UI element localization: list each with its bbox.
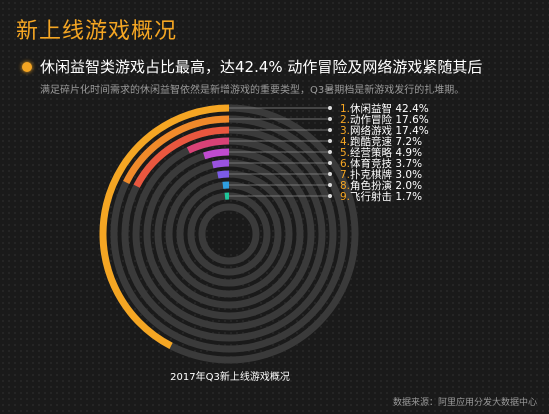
leader-dot-4 xyxy=(328,139,332,143)
legend-item-2: 2.动作冒险 17.6% xyxy=(340,113,429,126)
legend-name: 休闲益智 xyxy=(350,102,395,115)
ring-track xyxy=(165,170,293,298)
leader-dot-9 xyxy=(328,194,332,198)
bar-5 xyxy=(203,148,230,160)
legend-value: 3.7% xyxy=(395,158,422,170)
legend-index: 9. xyxy=(340,191,350,203)
chart-bars xyxy=(99,104,230,350)
legend-name: 角色扮演 xyxy=(350,179,395,192)
chart-leader-lines xyxy=(229,106,332,198)
legend-name: 体育竞技 xyxy=(350,157,395,170)
ring-track xyxy=(132,137,326,331)
legend-name: 扑克棋牌 xyxy=(350,168,395,181)
legend-name: 跑酷竞速 xyxy=(350,135,395,148)
legend-value: 3.0% xyxy=(395,169,422,181)
page-title: 新上线游戏概况 xyxy=(16,19,178,44)
legend-value: 7.2% xyxy=(395,136,422,148)
legend-item-8: 8.角色扮演 2.0% xyxy=(340,179,422,192)
headline: 休闲益智类游戏占比最高，达42.4% 动作冒险及网络游戏紧随其后 xyxy=(40,58,483,76)
legend-item-6: 6.体育竞技 3.7% xyxy=(340,157,422,170)
legend-value: 2.0% xyxy=(395,180,422,192)
legend-item-3: 3.网络游戏 17.4% xyxy=(340,124,429,137)
subheadline: 满足碎片化时间需求的休闲益智依然是新增游戏的重要类型，Q3暑期档是新游戏发行的扎… xyxy=(40,85,465,96)
legend-index: 8. xyxy=(340,180,350,192)
legend-item-5: 5.经营策略 4.9% xyxy=(340,146,422,159)
legend-index: 7. xyxy=(340,169,350,181)
ring-track xyxy=(176,181,282,287)
legend-index: 2. xyxy=(340,114,350,126)
legend-value: 1.7% xyxy=(395,191,422,203)
bar-2 xyxy=(123,115,230,185)
source-note: 数据来源：阿里应用分发大数据中心 xyxy=(392,398,537,408)
legend-value: 4.9% xyxy=(395,147,422,159)
legend-index: 3. xyxy=(340,125,350,137)
legend-value: 17.4% xyxy=(395,125,428,137)
bar-3 xyxy=(133,126,230,188)
legend-index: 4. xyxy=(340,136,350,148)
leader-dot-2 xyxy=(328,117,332,121)
leader-dot-6 xyxy=(328,161,332,165)
legend-item-1: 1.休闲益智 42.4% xyxy=(340,102,429,115)
bullet-icon xyxy=(22,62,32,72)
legend-name: 经营策略 xyxy=(350,146,395,159)
leader-dot-7 xyxy=(328,172,332,176)
legend-item-7: 7.扑克棋牌 3.0% xyxy=(340,168,422,181)
legend-index: 1. xyxy=(340,103,350,115)
chart-title: 2017年Q3新上线游戏概况 xyxy=(170,372,290,383)
legend-item-4: 4.跑酷竞速 7.2% xyxy=(340,135,422,148)
ring-track xyxy=(198,203,260,265)
bar-1 xyxy=(99,104,230,350)
legend-name: 飞行射击 xyxy=(350,190,395,203)
legend-item-9: 9.飞行射击 1.7% xyxy=(340,190,422,203)
leader-dot-5 xyxy=(328,150,332,154)
legend-name: 动作冒险 xyxy=(350,113,395,126)
legend-index: 6. xyxy=(340,158,350,170)
bar-7 xyxy=(217,170,230,179)
legend-name: 网络游戏 xyxy=(350,124,395,137)
legend-value: 42.4% xyxy=(395,103,428,115)
leader-dot-8 xyxy=(328,183,332,187)
bar-6 xyxy=(211,159,230,169)
bar-4 xyxy=(186,137,230,154)
chart-legend: 1.休闲益智 42.4%2.动作冒险 17.6%3.网络游戏 17.4%4.跑酷… xyxy=(340,102,429,203)
leader-dot-3 xyxy=(328,128,332,132)
leader-dot-1 xyxy=(328,106,332,110)
legend-index: 5. xyxy=(340,147,350,159)
legend-value: 17.6% xyxy=(395,114,428,126)
